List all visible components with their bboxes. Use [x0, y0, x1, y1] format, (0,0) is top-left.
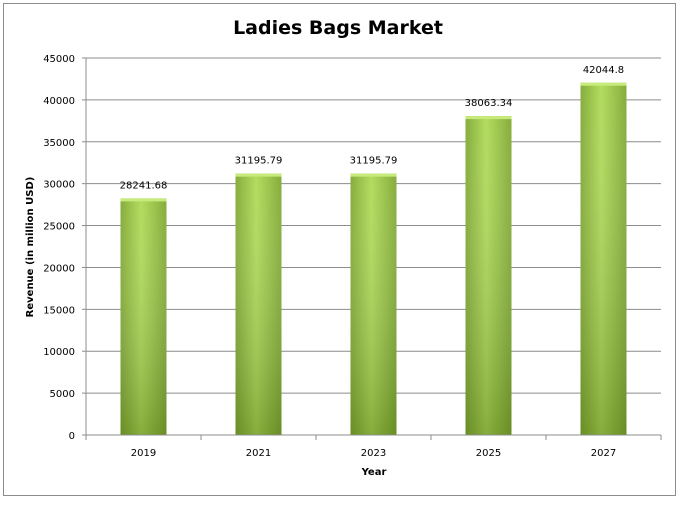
chart-title: Ladies Bags Market [233, 17, 443, 39]
bar-top-highlight [580, 82, 627, 86]
data-label: 42044.8 [583, 65, 624, 76]
bar-shading [465, 116, 512, 435]
bar-2019 [120, 198, 167, 435]
bar-2023 [350, 173, 397, 435]
bar-shading [120, 198, 167, 435]
data-label: 38063.34 [465, 98, 513, 109]
y-tick-label: 15000 [43, 305, 75, 316]
bar-shading [235, 173, 282, 435]
bar-shading [350, 173, 397, 435]
bar-2027 [580, 82, 627, 436]
y-tick-label: 40000 [43, 96, 75, 107]
bar-2021 [235, 173, 282, 435]
bar-top-highlight [350, 173, 397, 177]
x-tick-label: 2021 [246, 448, 271, 459]
data-label: 31195.79 [350, 156, 398, 167]
axes [85, 58, 662, 440]
x-tick-label: 2023 [361, 448, 386, 459]
x-tick-label: 2019 [131, 448, 156, 459]
y-tick-label: 10000 [43, 347, 75, 358]
x-tick-label: 2025 [476, 448, 501, 459]
y-tick-labels: 0 5000 10000 15000 20000 25000 30000 35000 40000… [43, 54, 75, 442]
y-tick-label: 20000 [43, 263, 75, 274]
y-tick-label: 35000 [43, 138, 75, 149]
data-label: 31195.79 [235, 156, 283, 167]
y-tick-label: 30000 [43, 180, 75, 191]
x-tick-label: 2027 [591, 448, 616, 459]
data-label: 28241.68 [120, 180, 168, 191]
bar-top-highlight [235, 173, 282, 177]
bar-top-highlight [465, 116, 512, 120]
bar-top-highlight [120, 198, 167, 202]
y-tick-label: 0 [69, 431, 75, 442]
bar-shading [580, 82, 627, 436]
x-axis-title: Year [361, 467, 387, 478]
chart-frame [3, 3, 676, 496]
data-labels: 28241.68 31195.79 31195.79 38063.34 42044.8 [120, 65, 625, 192]
x-tick-labels: 2019 2021 2023 2025 2027 [131, 448, 616, 459]
y-axis-title: Revenue (in million USD) [25, 177, 36, 318]
y-tick-label: 25000 [43, 222, 75, 233]
bars [120, 82, 627, 436]
bar-2025 [465, 116, 512, 435]
y-tick-label: 45000 [43, 54, 75, 65]
y-tick-label: 5000 [50, 389, 75, 400]
